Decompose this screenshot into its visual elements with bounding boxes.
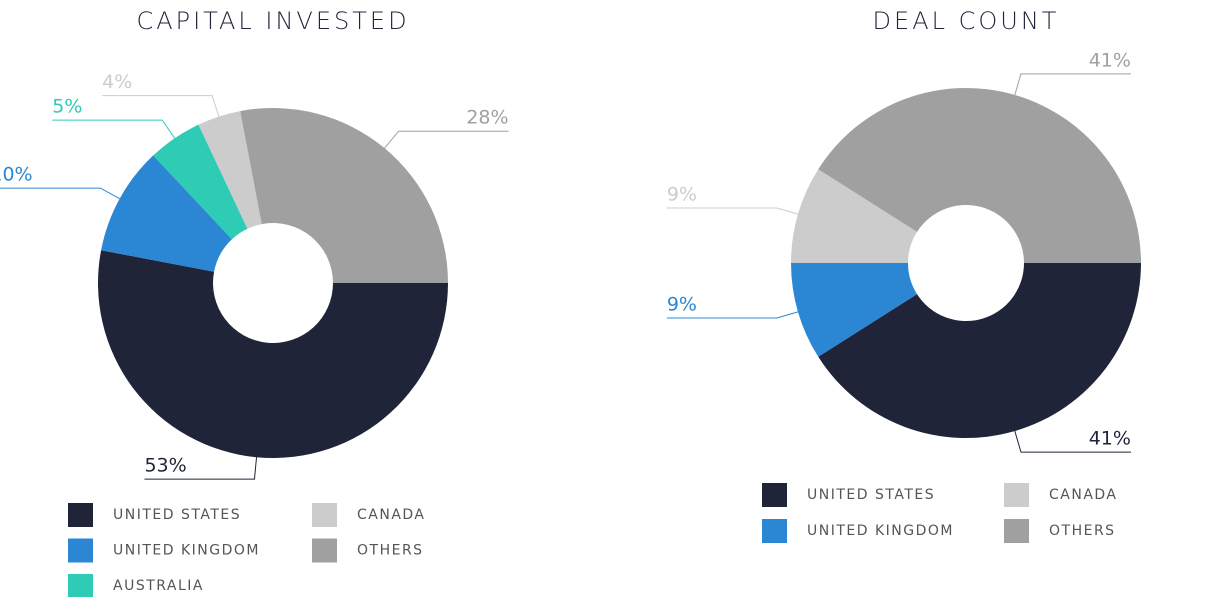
legend-swatch <box>312 538 337 563</box>
slice <box>818 263 1141 438</box>
leader-line <box>102 95 221 121</box>
value-label: 9% <box>667 293 697 315</box>
legend-label: CANADA <box>1049 487 1118 503</box>
legend-label: OTHERS <box>357 543 424 559</box>
legend-swatch <box>68 574 93 597</box>
leader-line <box>666 310 802 319</box>
chart-title: CAPITAL INVESTED <box>136 7 409 35</box>
legend-swatch <box>762 519 787 543</box>
legend-label: AUSTRALIA <box>113 578 204 594</box>
slice <box>240 108 448 284</box>
legend-label: OTHERS <box>1049 523 1116 539</box>
legend-label: UNITED STATES <box>113 507 241 523</box>
legend-label: CANADA <box>357 507 426 523</box>
leader-line <box>381 130 509 152</box>
legend-swatch <box>312 503 337 527</box>
leader-line <box>1013 73 1131 99</box>
legend-swatch <box>68 538 93 563</box>
value-label: 9% <box>667 184 697 206</box>
leader-line <box>1013 427 1131 453</box>
slice <box>101 155 232 272</box>
legend-label: UNITED KINGDOM <box>113 543 260 559</box>
legend-label: UNITED KINGDOM <box>807 523 954 539</box>
leader-line <box>52 119 178 142</box>
slice <box>97 250 448 459</box>
legend-label: UNITED STATES <box>807 487 935 503</box>
slice <box>791 169 918 263</box>
leader-line <box>0 187 124 202</box>
legend-swatch <box>1004 519 1029 543</box>
slice <box>153 124 248 240</box>
value-label: 28% <box>466 107 508 129</box>
value-label: 41% <box>1089 428 1131 450</box>
legend-swatch <box>762 483 787 507</box>
slice <box>198 111 262 229</box>
value-label: 10% <box>0 164 33 186</box>
value-label: 41% <box>1089 49 1131 71</box>
slice <box>818 88 1141 263</box>
leader-line <box>666 207 802 216</box>
slice <box>791 263 918 357</box>
chart-title: DEAL COUNT <box>873 7 1060 35</box>
legend-swatch <box>68 503 93 527</box>
value-label: 5% <box>52 96 82 118</box>
value-label: 4% <box>102 71 132 93</box>
legend-swatch <box>1004 483 1029 507</box>
value-label: 53% <box>144 455 186 477</box>
leader-line <box>144 453 258 480</box>
